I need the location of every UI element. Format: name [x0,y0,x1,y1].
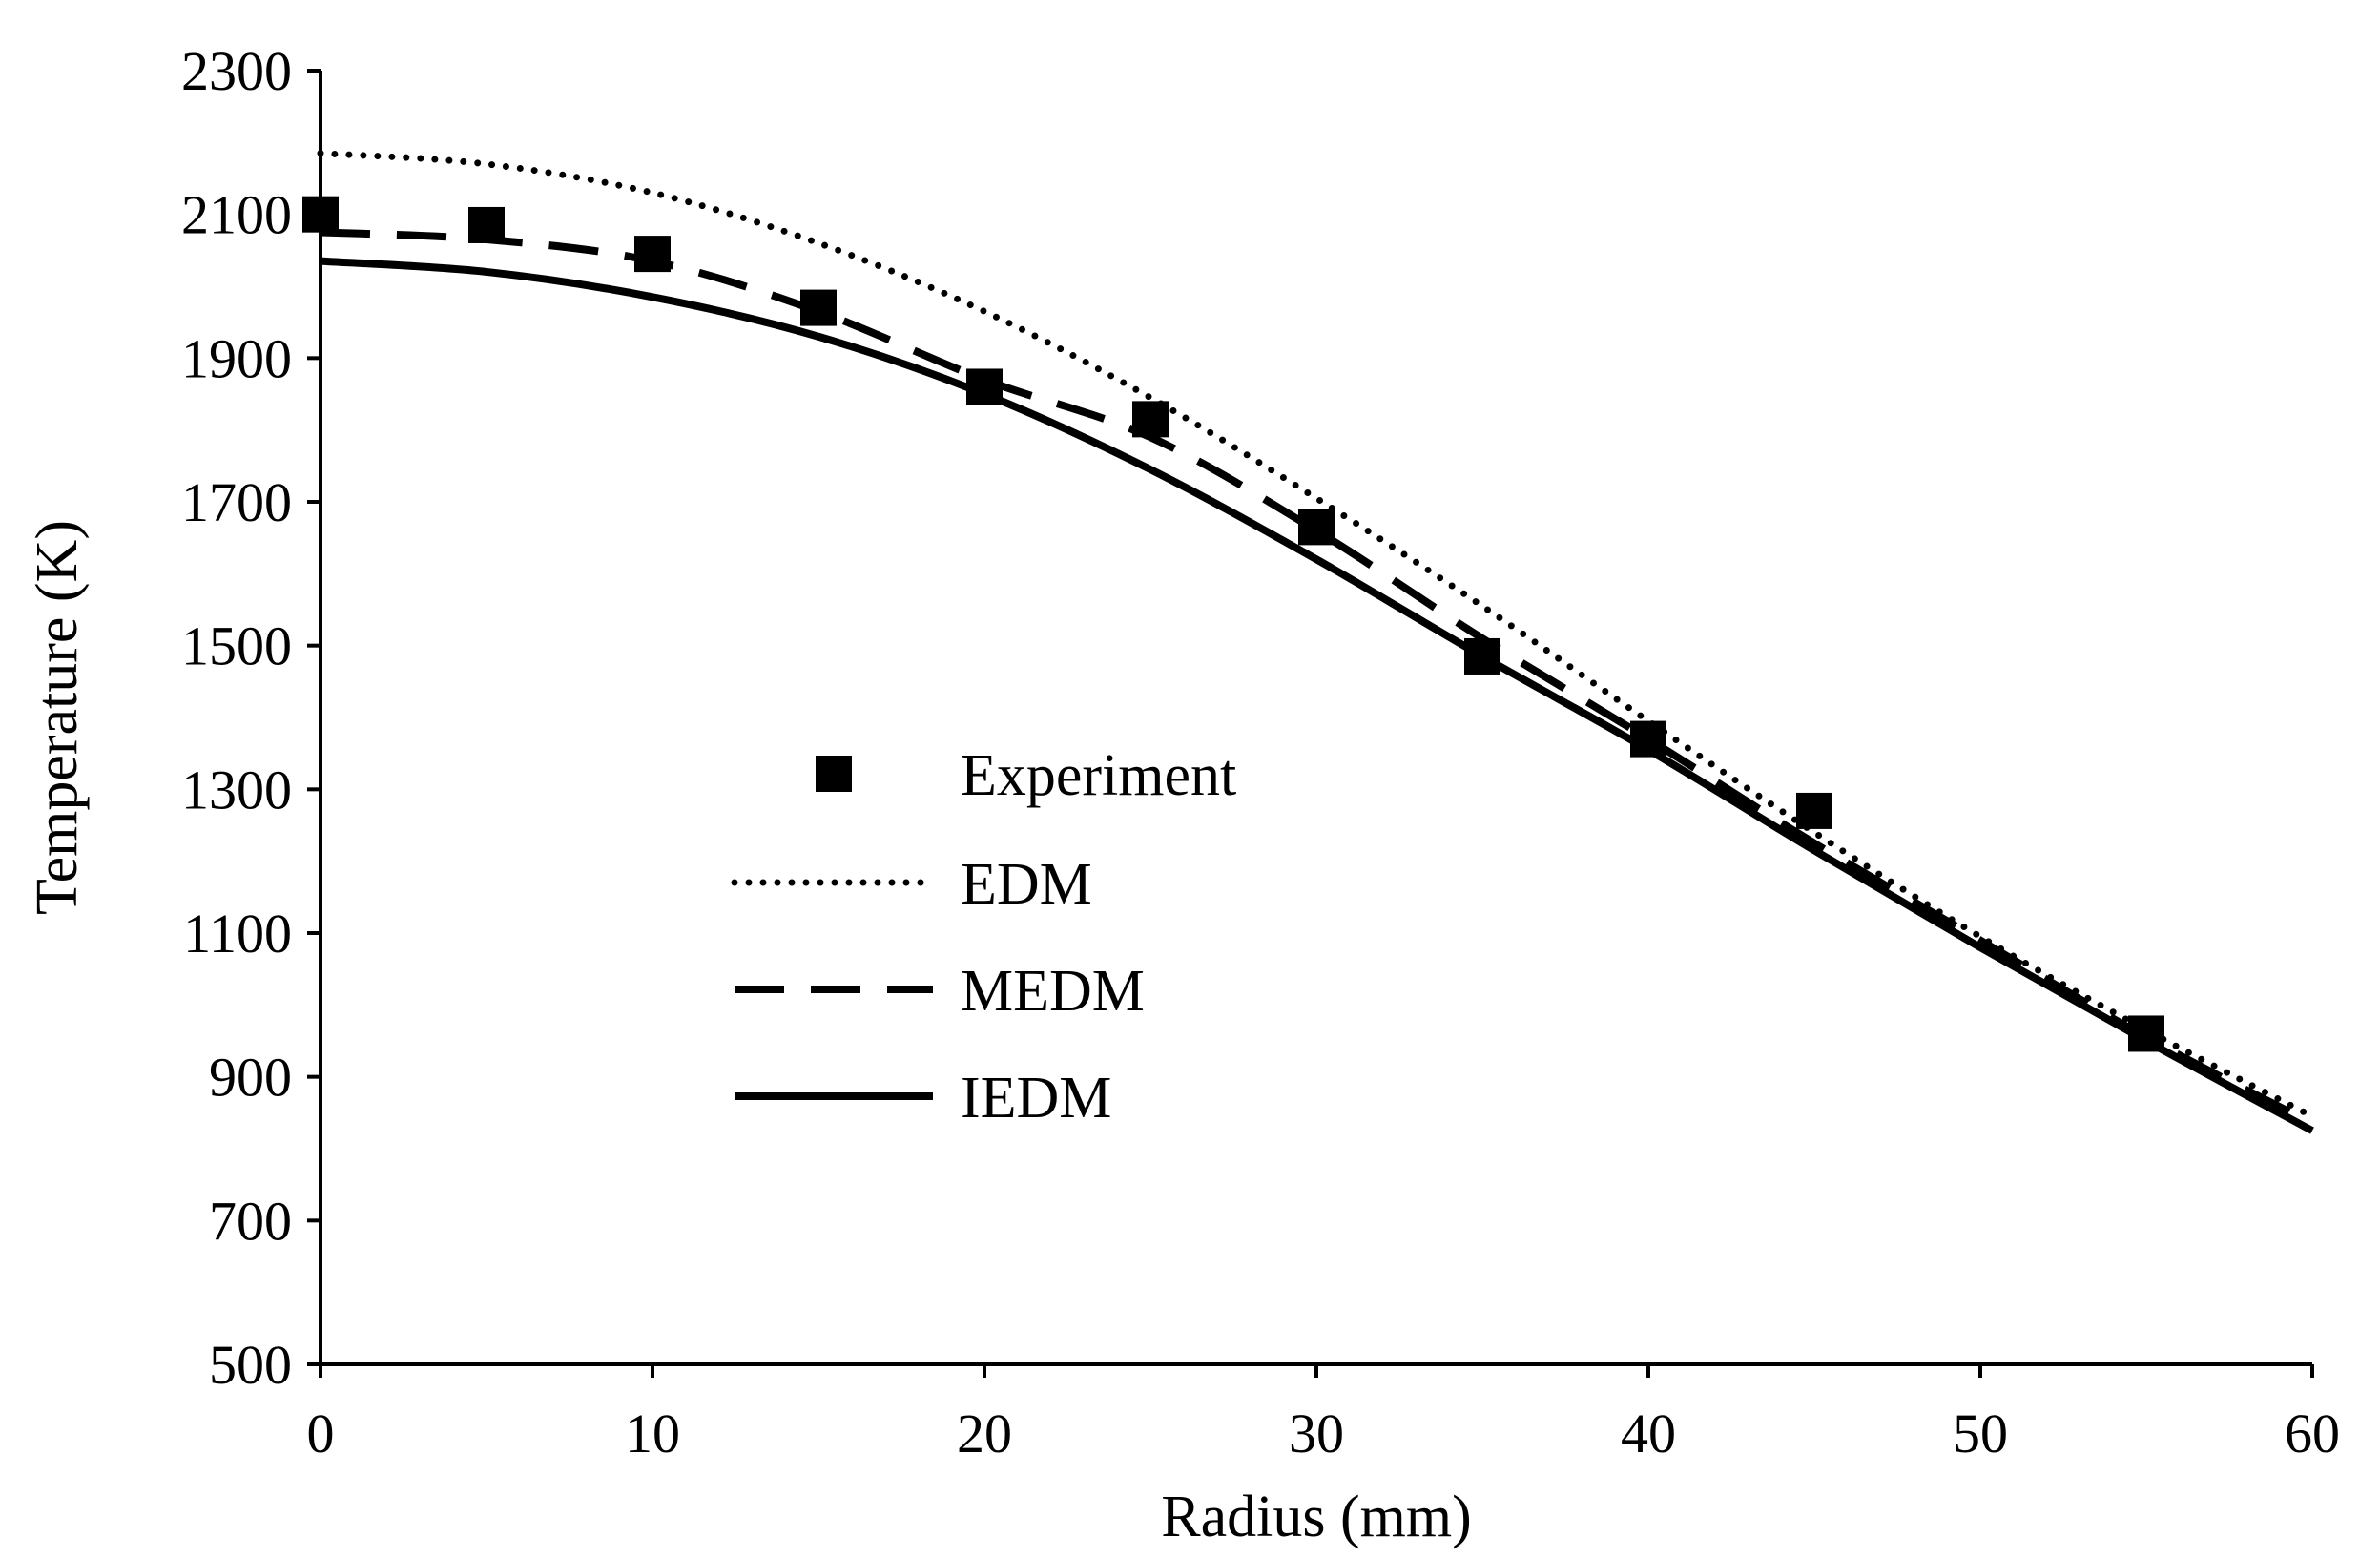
x-axis-title: Radius (mm) [1161,1485,1471,1549]
y-axis-title: Temperature (K) [25,520,90,915]
legend-label-medm: MEDM [961,959,1145,1024]
experiment-point [634,236,671,273]
y-tick-label: 1700 [181,471,292,533]
y-tick-label: 500 [209,1334,292,1396]
experiment-point [800,289,837,326]
x-tick-label: 20 [957,1402,1012,1465]
y-tick-label: 1500 [181,615,292,677]
experiment-point [302,196,339,233]
x-tick-label: 0 [307,1402,335,1465]
legend-label-experiment: Experiment [961,743,1236,808]
legend: Experiment EDM MEDM IEDM [731,743,1236,1131]
experiment-point [1132,401,1169,438]
x-tick-label: 60 [2285,1402,2340,1465]
experiment-point [1298,509,1335,546]
series-group [302,150,2316,1134]
y-ticks: 500 700 900 1100 1300 1500 1700 1900 2100 2300 [181,40,321,1396]
series-line-iedm [320,257,2314,1134]
y-tick-label: 700 [209,1190,292,1252]
series-line-edm [317,150,2316,1120]
y-tick-label: 1100 [183,903,292,965]
x-tick-label: 10 [625,1402,680,1465]
experiment-point [2128,1015,2164,1052]
y-tick-label: 900 [209,1047,292,1109]
experiment-point [966,368,1003,405]
x-tick-label: 50 [1953,1402,2008,1465]
x-tick-label: 40 [1621,1402,1676,1465]
y-tick-label: 1900 [181,327,292,389]
series-line-medm [320,228,2314,1128]
y-tick-label: 1300 [181,758,292,821]
legend-label-iedm: IEDM [961,1066,1111,1131]
y-tick-label: 2300 [181,40,292,102]
y-tick-label: 2100 [181,184,292,246]
experiment-point [1464,637,1500,675]
legend-label-edm: EDM [961,852,1092,917]
legend-marker-experiment [816,756,852,792]
experiment-point [468,206,505,243]
x-ticks: 0 10 20 30 40 50 60 [307,1364,2340,1465]
axes [319,71,2312,1366]
experiment-point [1630,720,1666,758]
x-tick-label: 30 [1289,1402,1344,1465]
experiment-point [1796,792,1832,829]
